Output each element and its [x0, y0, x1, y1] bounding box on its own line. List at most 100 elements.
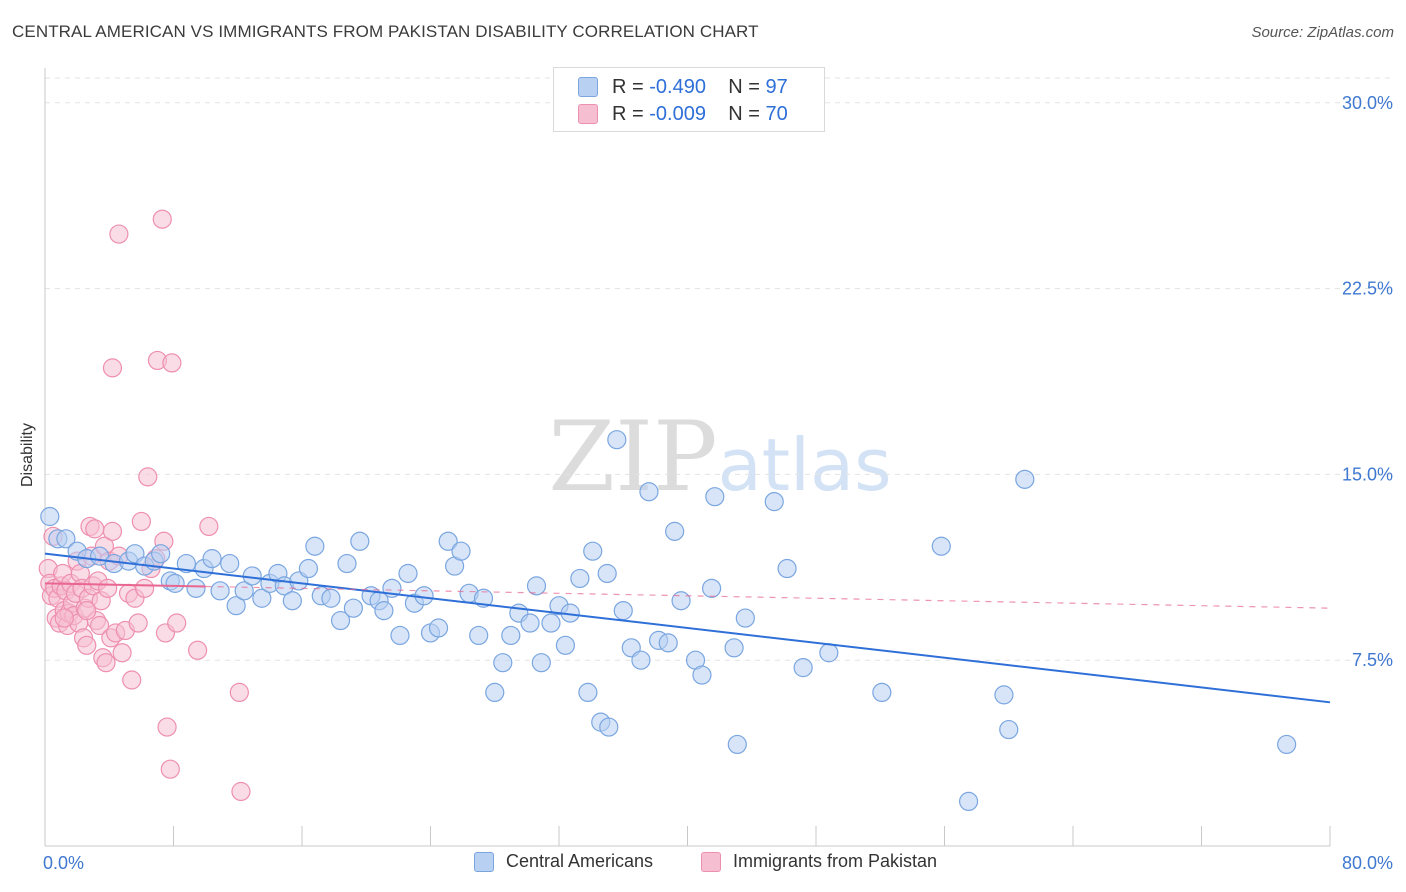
y-tick-label: 22.5%	[1342, 279, 1393, 299]
pakistan-point	[98, 578, 118, 598]
central-american-point	[958, 791, 979, 812]
central-american-point	[390, 625, 410, 646]
central-american-trend-line	[44, 552, 1331, 704]
pakistan-point	[138, 467, 158, 487]
central-american-point	[305, 536, 325, 556]
central-american-point	[555, 635, 576, 655]
central-american-point	[658, 633, 678, 653]
central-american-point	[252, 588, 272, 608]
central-american-point	[692, 665, 712, 685]
pakistan-point	[85, 519, 105, 539]
pakistan-point	[90, 615, 110, 636]
central-american-point	[931, 536, 951, 556]
pakistan-point	[112, 643, 132, 663]
legend-item-pakistan: Immigrants from Pakistan	[701, 851, 937, 872]
central-american-point	[202, 549, 222, 569]
central-american-point	[350, 531, 370, 551]
r-label: R =	[612, 75, 644, 98]
r-label: R =	[612, 102, 644, 125]
central-american-point	[469, 625, 489, 646]
central-american-point	[330, 610, 351, 631]
central-american-point	[56, 529, 76, 549]
central-american-point	[1277, 734, 1297, 755]
n-value: 70	[765, 102, 788, 125]
legend-label: Immigrants from Pakistan	[733, 851, 938, 871]
pakistan-point	[96, 653, 116, 673]
legend-item-central-americans: Central Americans	[474, 851, 653, 872]
blue-swatch	[474, 851, 494, 872]
central-american-point	[343, 598, 363, 618]
y-tick-label: 30.0%	[1342, 93, 1393, 113]
central-american-point	[282, 591, 302, 611]
central-american-point	[186, 578, 206, 598]
r-value: -0.490	[649, 75, 706, 98]
pakistan-point	[102, 521, 123, 541]
central-american-point	[234, 581, 254, 601]
central-american-point	[1015, 469, 1035, 489]
blue-swatch	[578, 77, 598, 97]
series-legend: Central Americans Immigrants from Pakist…	[0, 851, 1406, 877]
central-american-point	[570, 568, 590, 589]
central-american-point	[501, 625, 521, 646]
watermark: ZIPatlas	[548, 401, 891, 513]
pakistan-point	[199, 516, 219, 537]
pink-swatch	[578, 104, 598, 124]
central-american-point	[578, 682, 598, 703]
central-american-point	[428, 618, 449, 638]
central-american-point	[631, 650, 651, 670]
pakistan-point	[152, 209, 172, 229]
central-american-point	[485, 682, 505, 703]
central-american-point	[526, 576, 547, 596]
central-american-point	[727, 734, 747, 755]
central-american-point	[493, 653, 513, 673]
pakistan-trend-line-dashed	[205, 585, 1331, 609]
n-label: N =	[728, 75, 760, 98]
legend-row-pakistan: R = -0.009 N = 70	[578, 101, 788, 127]
pakistan-point	[102, 358, 123, 378]
central-american-point	[735, 608, 755, 628]
central-american-point	[520, 613, 540, 633]
pakistan-point	[162, 353, 182, 373]
pakistan-point	[128, 613, 148, 633]
y-tick-label: 15.0%	[1342, 464, 1393, 484]
central-american-point	[639, 482, 659, 502]
central-american-point	[337, 553, 357, 574]
central-american-point	[671, 591, 691, 611]
pakistan-point	[134, 578, 155, 598]
pakistan-point	[77, 635, 97, 655]
central-american-point	[473, 588, 494, 608]
central-american-point	[398, 563, 418, 584]
pakistan-point	[167, 613, 187, 633]
central-american-point	[607, 430, 627, 450]
n-label: N =	[728, 102, 760, 125]
central-american-point	[583, 541, 603, 561]
central-american-point	[40, 506, 60, 527]
central-american-point	[764, 492, 784, 512]
central-american-point	[151, 544, 171, 564]
central-american-point	[613, 601, 633, 621]
pakistan-point	[157, 717, 177, 737]
central-american-point	[701, 578, 722, 598]
source-label: Source: ZipAtlas.com	[1251, 24, 1394, 41]
central-american-point	[541, 613, 561, 633]
central-american-point	[665, 521, 685, 541]
central-american-point	[210, 581, 230, 601]
central-american-point	[438, 531, 458, 551]
legend-row-central-americans: R = -0.490 N = 97	[578, 74, 788, 100]
pakistan-point	[231, 781, 251, 802]
central-american-point	[819, 643, 839, 663]
pakistan-point	[77, 601, 97, 621]
pakistan-point	[109, 224, 129, 244]
pakistan-point	[229, 682, 249, 703]
central-american-point	[999, 719, 1019, 740]
central-american-point	[793, 658, 813, 678]
central-american-point	[597, 563, 617, 584]
central-american-point	[531, 653, 551, 673]
central-american-point	[705, 487, 725, 507]
central-american-point	[451, 541, 471, 561]
central-american-point	[724, 638, 744, 658]
central-american-point	[176, 553, 196, 574]
r-value: -0.009	[649, 102, 706, 125]
correlation-legend: R = -0.490 N = 97 R = -0.009 N = 70	[553, 67, 825, 132]
